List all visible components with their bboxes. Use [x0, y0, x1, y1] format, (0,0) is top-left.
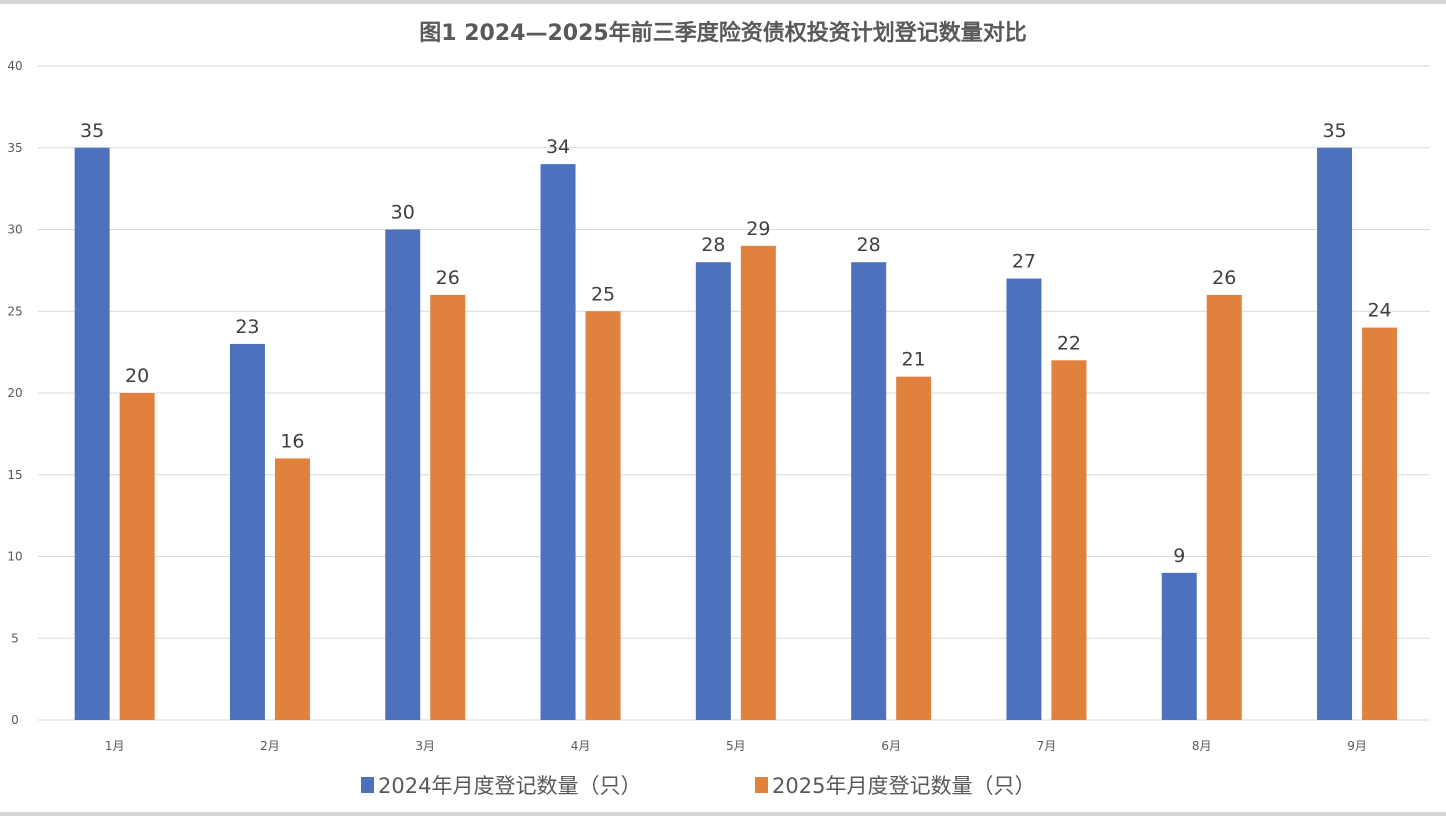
data-label: 29: [746, 218, 770, 240]
y-tick-label: 40: [7, 59, 22, 73]
bottom-border-strip: [0, 812, 1446, 816]
data-label: 26: [436, 267, 460, 289]
bar-2025-4: [585, 311, 621, 720]
data-label: 35: [1322, 120, 1346, 142]
top-border-strip: [0, 0, 1446, 4]
x-tick-label: 4月: [571, 739, 591, 753]
bar-2025-2: [274, 458, 310, 720]
data-label: 16: [280, 430, 304, 452]
data-label: 25: [591, 283, 615, 305]
bar-2025-1: [119, 393, 155, 720]
x-tick-label: 9月: [1347, 739, 1367, 753]
data-label: 28: [701, 234, 725, 256]
y-tick-label: 10: [7, 550, 22, 564]
y-tick-label: 15: [7, 468, 22, 482]
data-label: 20: [125, 365, 149, 387]
chart-title: 图1 2024—2025年前三季度险资债权投资计划登记数量对比: [419, 20, 1026, 46]
legend-item-2024[interactable]: 2024年月度登记数量（只）: [361, 774, 641, 798]
legend-swatch: [361, 777, 374, 793]
y-tick-label: 5: [11, 631, 19, 645]
legend-item-2025[interactable]: 2025年月度登记数量（只）: [755, 774, 1035, 798]
bar-2024-6: [851, 262, 887, 720]
data-label: 23: [235, 316, 259, 338]
x-tick-label: 5月: [726, 739, 746, 753]
bar-2025-9: [1362, 327, 1398, 720]
x-tick-label: 3月: [415, 739, 435, 753]
bar-2024-2: [229, 343, 265, 720]
x-tick-label: 8月: [1192, 739, 1212, 753]
legend-label: 2024年月度登记数量（只）: [378, 774, 641, 798]
bar-2024-1: [74, 147, 110, 720]
data-label: 27: [1012, 251, 1036, 273]
bar-2024-9: [1317, 147, 1353, 720]
data-label: 35: [80, 120, 104, 142]
bar-2025-6: [896, 376, 932, 720]
bar-2025-3: [430, 294, 466, 720]
data-label: 30: [391, 202, 415, 224]
data-label: 34: [546, 136, 570, 158]
bar-2024-7: [1006, 278, 1042, 720]
x-tick-label: 1月: [105, 739, 125, 753]
y-tick-label: 30: [7, 223, 22, 237]
data-label: 9: [1173, 545, 1185, 567]
bar-2024-4: [540, 164, 576, 721]
bar-2024-8: [1161, 572, 1197, 720]
legend-swatch: [755, 777, 768, 793]
y-tick-label: 25: [7, 304, 22, 318]
x-tick-label: 2月: [260, 739, 280, 753]
bar-2025-8: [1206, 294, 1242, 720]
bar-2025-5: [740, 245, 776, 720]
y-tick-label: 0: [11, 713, 19, 727]
y-tick-label: 35: [7, 141, 22, 155]
bar-2024-3: [385, 229, 421, 720]
data-label: 26: [1212, 267, 1236, 289]
y-tick-label: 20: [7, 386, 22, 400]
data-label: 24: [1367, 300, 1391, 322]
data-label: 22: [1057, 332, 1081, 354]
legend-label: 2025年月度登记数量（只）: [772, 774, 1035, 798]
x-tick-label: 6月: [881, 739, 901, 753]
bar-2024-5: [695, 262, 731, 720]
bar-2025-7: [1051, 360, 1087, 720]
x-tick-label: 7月: [1037, 739, 1057, 753]
data-label: 21: [902, 349, 926, 371]
data-label: 28: [857, 234, 881, 256]
